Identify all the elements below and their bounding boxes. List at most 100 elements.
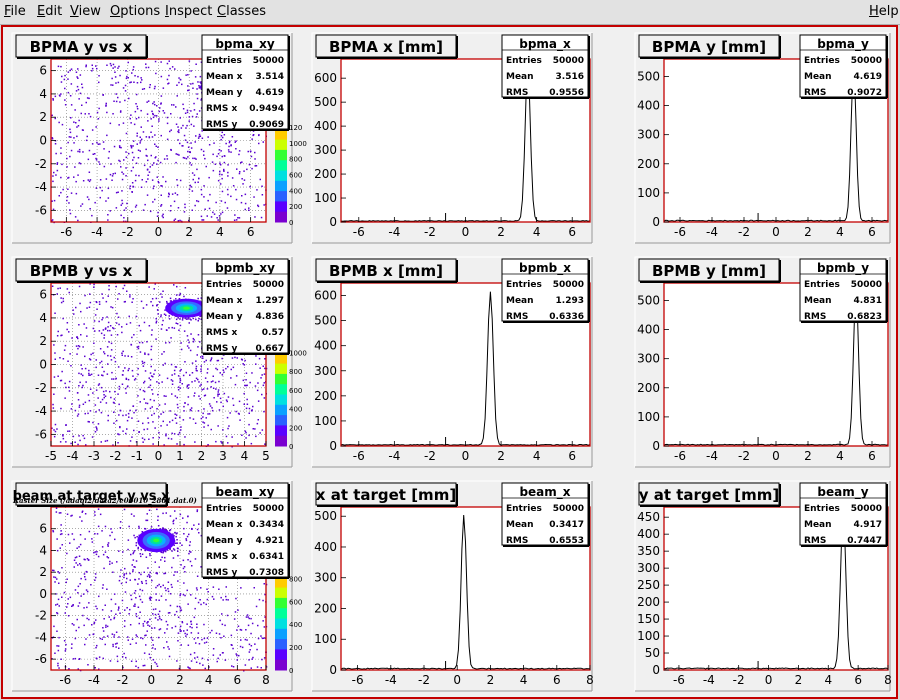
scatter-point (75, 71, 78, 73)
scatter-point (165, 599, 167, 601)
scatter-point (54, 143, 57, 145)
menu-view[interactable]: View (70, 4, 101, 19)
scatter-point (234, 214, 236, 216)
scatter-point (150, 358, 153, 361)
scatter-point (137, 583, 139, 585)
y-tick-label: 100 (637, 629, 660, 643)
scatter-point (120, 214, 122, 217)
scatter-point (148, 438, 150, 440)
scatter-point (184, 203, 186, 206)
scatter-point (198, 532, 200, 534)
scatter-point (263, 626, 266, 628)
scatter-point (166, 641, 168, 643)
scatter-point (125, 581, 127, 584)
scatter-point (240, 358, 243, 360)
stats-label: Entries (206, 504, 242, 514)
y-tick-label: 350 (637, 544, 660, 558)
scatter-point (152, 304, 154, 307)
scatter-point (125, 656, 127, 659)
palette-band (275, 587, 287, 599)
menu-help[interactable]: Help (869, 4, 899, 19)
scatter-point (210, 381, 213, 383)
scatter-point (184, 317, 186, 319)
scatter-point (193, 524, 195, 526)
scatter-point (78, 626, 80, 629)
scatter-point (139, 611, 141, 613)
scatter-point (116, 312, 118, 315)
scatter-point (107, 157, 110, 159)
scatter-point (222, 429, 224, 431)
scatter-point (219, 397, 222, 400)
scatter-point (66, 606, 68, 608)
scatter-point (197, 297, 199, 300)
menu-file[interactable]: File (4, 4, 26, 19)
scatter-point (227, 171, 229, 174)
scatter-point (150, 334, 153, 336)
scatter-point (252, 428, 254, 430)
y-tick-label: -6 (35, 203, 47, 217)
scatter-point (214, 381, 217, 384)
scatter-point (203, 361, 206, 363)
scatter-point (137, 666, 140, 669)
scatter-point (143, 428, 145, 431)
scatter-point (256, 422, 259, 425)
menu-inspect[interactable]: Inspect (165, 4, 213, 19)
scatter-point (133, 156, 135, 159)
scatter-point (210, 428, 212, 431)
scatter-point (63, 591, 66, 594)
scatter-point (63, 640, 66, 642)
hotspot-point (165, 314, 167, 316)
x-tick-label: 2 (176, 673, 184, 687)
scatter-point (161, 185, 163, 187)
scatter-point (122, 122, 125, 124)
scatter-point (101, 398, 104, 401)
scatter-point (142, 362, 144, 365)
scatter-point (123, 576, 125, 579)
scatter-point (150, 375, 153, 377)
stats-value: 50000 (253, 280, 284, 290)
scatter-point (194, 181, 196, 184)
scatter-point (219, 372, 221, 374)
root-canvas[interactable]: 0 200 400 600 800 1000 120 -6 -4 -2 0 2 4 6 -6 -4 -2 0 2 4 6… (1, 25, 898, 699)
scatter-point (149, 618, 151, 621)
scatter-point (221, 374, 224, 376)
scatter-point (103, 396, 105, 399)
scatter-point (188, 322, 190, 324)
scatter-point (156, 572, 158, 574)
menu-edit[interactable]: Edit (37, 4, 63, 19)
scatter-point (81, 368, 83, 370)
scatter-point (72, 604, 74, 607)
scatter-point (234, 356, 236, 359)
scatter-point (59, 533, 62, 536)
scatter-point (162, 420, 164, 423)
scatter-point (79, 439, 81, 442)
stats-label: Entries (804, 280, 840, 290)
scatter-point (158, 615, 161, 618)
scatter-point (187, 150, 189, 153)
scatter-point (178, 81, 180, 84)
scatter-point (167, 612, 170, 614)
scatter-point (98, 161, 100, 163)
scatter-point (195, 661, 198, 663)
scatter-point (103, 567, 105, 570)
menu-classes[interactable]: Classes (217, 4, 266, 19)
scatter-point (69, 131, 72, 134)
scatter-point (125, 151, 127, 153)
scatter-point (72, 604, 74, 606)
scatter-point (264, 358, 266, 360)
scatter-point (101, 189, 103, 192)
menu-options[interactable]: Options (110, 4, 161, 19)
scatter-point (91, 70, 93, 72)
scatter-point (82, 151, 84, 153)
stats-label: Mean y (206, 536, 243, 546)
scatter-point (249, 185, 251, 188)
scatter-point (203, 154, 205, 156)
scatter-point (114, 76, 117, 78)
scatter-point (153, 399, 155, 402)
hotspot-point (134, 536, 136, 539)
scatter-point (221, 155, 223, 158)
scatter-point (109, 355, 112, 357)
scatter-point (182, 124, 184, 127)
scatter-point (217, 395, 219, 397)
scatter-point (88, 618, 90, 621)
